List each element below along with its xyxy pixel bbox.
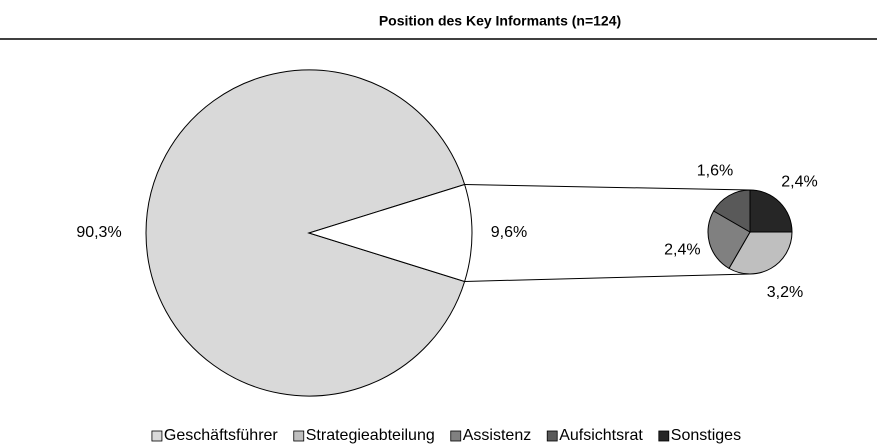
pie-slice [707, 210, 751, 270]
data-label: 2,4% [781, 174, 817, 191]
chart-title: Position des Key Informants (n=124) [379, 13, 621, 29]
legend-swatch [546, 430, 558, 442]
legend-label: Sonstiges [671, 427, 741, 444]
pie-slice [728, 231, 793, 275]
data-label: 2,4% [664, 241, 700, 258]
legend-swatch [293, 430, 305, 442]
data-label: 1,6% [697, 163, 733, 180]
legend-swatch [658, 430, 670, 442]
pie-slice [145, 69, 466, 397]
pie-slice [749, 189, 793, 233]
legend-label: Aufsichtsrat [559, 427, 643, 444]
legend-label: Geschäftsführer [164, 427, 279, 444]
data-label: 9,6% [491, 224, 527, 241]
legend-swatch [450, 430, 462, 442]
legend-swatch [151, 430, 163, 442]
legend: Geschäftsführer Strategieabteilung Assiste… [151, 427, 741, 444]
connector-line [464, 273, 751, 282]
legend-label: Assistenz [463, 427, 531, 444]
legend-label: Strategieabteilung [306, 427, 435, 444]
pie-slice [712, 189, 751, 233]
data-label: 90,3% [76, 224, 121, 241]
connector-line [464, 184, 751, 191]
pie-slice-aggregate [307, 183, 473, 283]
data-label: 3,2% [767, 284, 803, 301]
